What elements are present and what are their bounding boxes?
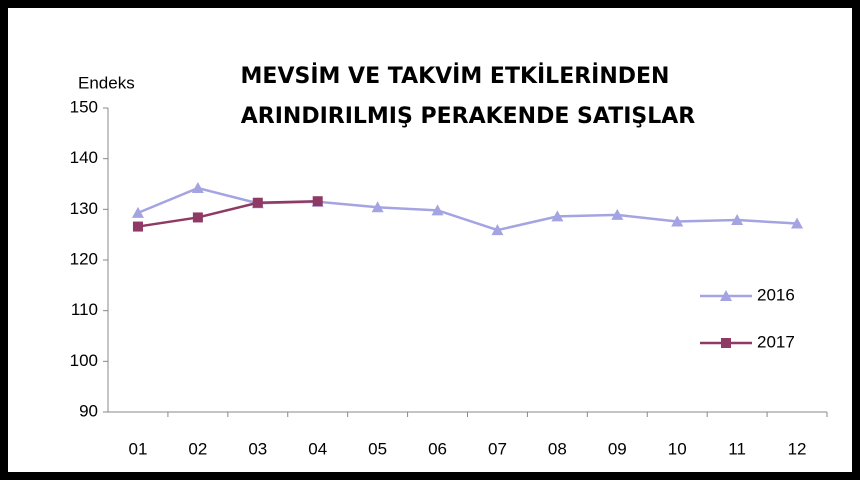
- x-tick-label: 05: [368, 439, 387, 458]
- y-tick-label: 120: [70, 249, 98, 268]
- y-tick-label: 90: [79, 401, 98, 420]
- x-tick-label: 06: [428, 439, 447, 458]
- x-tick-label: 10: [668, 439, 687, 458]
- data-point: [431, 204, 444, 216]
- x-tick-label: 09: [608, 439, 627, 458]
- legend-label: 2016: [757, 285, 795, 304]
- y-tick-label: 110: [71, 300, 98, 319]
- x-tick-label: 11: [728, 439, 746, 458]
- data-point: [371, 201, 384, 213]
- chart-title: ARINDIRILMIŞ PERAKENDE SATIŞLAR: [241, 104, 696, 129]
- data-point: [312, 196, 323, 207]
- data-point: [791, 217, 804, 229]
- x-tick-label: 01: [128, 439, 147, 458]
- y-tick-label: 100: [70, 351, 98, 370]
- chart-title: MEVSİM VE TAKVİM ETKİLERİNDEN: [241, 63, 670, 89]
- legend-label: 2017: [757, 332, 795, 351]
- data-point: [551, 210, 564, 222]
- y-tick-label: 140: [70, 148, 98, 167]
- data-point: [191, 182, 204, 194]
- series-line: [137, 199, 318, 228]
- x-tick-label: 02: [188, 439, 207, 458]
- data-point: [491, 224, 504, 236]
- data-point: [132, 221, 143, 232]
- legend-marker: [720, 290, 732, 301]
- data-point: [611, 208, 624, 220]
- legend-marker: [721, 338, 731, 348]
- x-tick-label: 08: [548, 439, 567, 458]
- x-tick-label: 12: [788, 439, 807, 458]
- y-tick-label: 130: [70, 199, 98, 218]
- data-point: [731, 213, 744, 225]
- data-point: [131, 206, 144, 218]
- y-tick-label: 150: [70, 97, 98, 116]
- x-tick-label: 04: [308, 439, 327, 458]
- x-tick-label: 07: [488, 439, 507, 458]
- data-point: [252, 197, 263, 208]
- y-axis-label: Endeks: [78, 73, 135, 92]
- series-line: [137, 186, 798, 232]
- data-point: [192, 212, 203, 223]
- data-point: [671, 215, 684, 227]
- x-tick-label: 03: [248, 439, 267, 458]
